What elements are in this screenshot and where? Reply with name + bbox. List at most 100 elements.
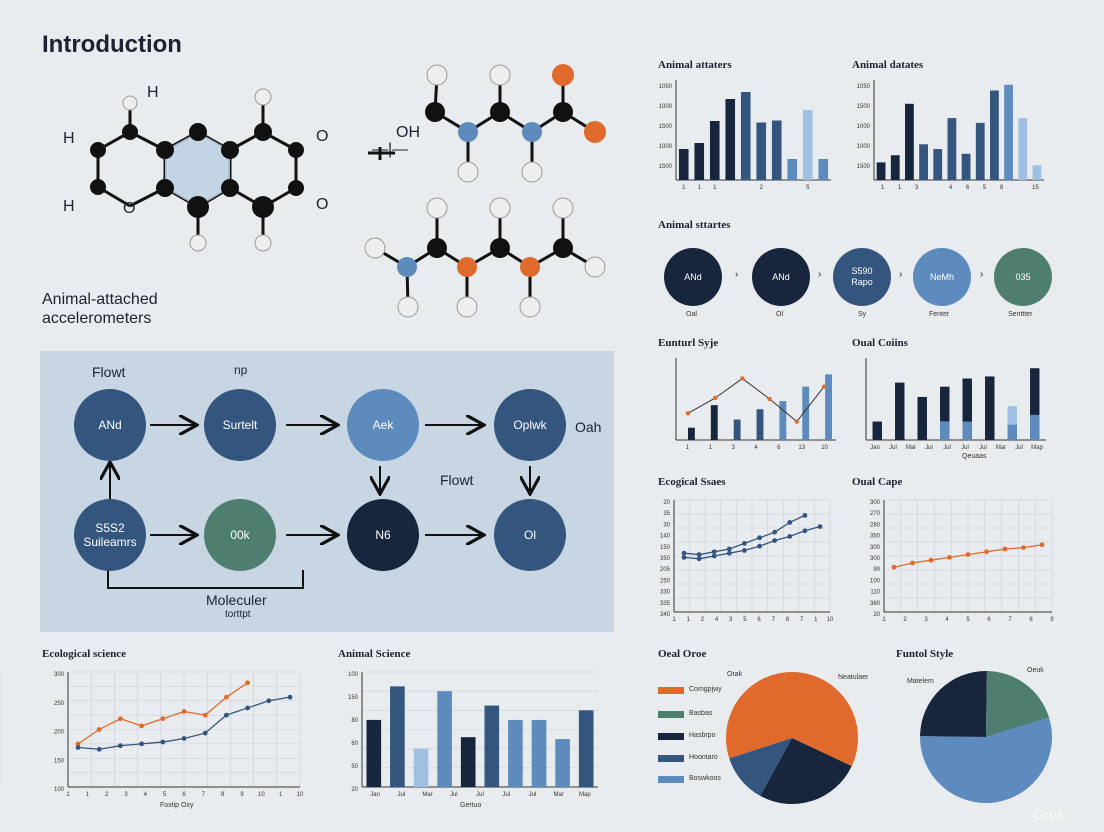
chart5-point (696, 556, 702, 562)
chart7-xtick: 6 (182, 792, 186, 798)
chart1-bar (678, 149, 689, 180)
chart4-xlabel: Qeuaas (962, 453, 987, 460)
chart7-xtick: 8 (221, 792, 225, 798)
chart5-xtick: 3 (729, 617, 733, 623)
chart4-bar-light (962, 421, 972, 440)
state-node-3: S590 Rapo (833, 248, 891, 306)
chart5-series-line (683, 525, 821, 560)
chart3-bar (802, 386, 810, 440)
chart5-xtick: 5 (743, 617, 747, 623)
state-sub-2: Ol (776, 311, 783, 318)
chart1-bar (756, 122, 767, 180)
chart5-ytick: 20 (663, 500, 670, 506)
chart1-bar (818, 159, 829, 180)
chart5-ytick: 35 (663, 511, 670, 517)
chart3-bar (756, 409, 764, 440)
pie-legend-label-1: Comgpjwy (689, 686, 722, 693)
chart6-point (984, 549, 989, 555)
pie-legend-label-3: Hasbrpo (689, 732, 716, 739)
chart8-xlabel: Gertuo (460, 802, 482, 809)
chart1-ytick: 1000 (659, 104, 673, 110)
chart3-line (687, 377, 825, 423)
chart5-ytick: 30 (663, 522, 670, 528)
chart3-bar (688, 427, 695, 440)
chart6-point (1021, 545, 1026, 550)
chart5-ytick: 250 (660, 578, 671, 584)
chart5-xtick: 1 (687, 617, 691, 623)
chart8-bar (484, 705, 500, 787)
chart4-xtick: Jul (943, 445, 951, 451)
chart5-ytick: 340 (660, 612, 671, 618)
chart4-title: Oual Coiins (852, 337, 908, 349)
chart2-title: Animal datates (852, 59, 924, 71)
subtitle-line-2: accelerometers (42, 310, 152, 327)
chart7-point (224, 712, 229, 718)
flow-top-label: Flowt (92, 364, 126, 380)
chart8-ytick: 20 (351, 787, 358, 793)
chart7-xtick: 5 (163, 792, 167, 798)
flow-node-1: ANd (74, 389, 146, 461)
chart8-ytick: 50 (351, 764, 358, 770)
chart8-xtick: Jan (370, 792, 380, 798)
chart5-xtick: 7 (800, 617, 804, 623)
flow-node-7: N6 (347, 499, 419, 571)
chart2-xtick: 6 (966, 185, 970, 191)
chart8-bar (413, 748, 429, 787)
chart3-bar (710, 405, 718, 440)
chart6-series-line (893, 544, 1043, 568)
watermark-text: Grok (1033, 806, 1064, 822)
chart6-point (1002, 546, 1008, 552)
chart5-xtick: 1 (814, 617, 818, 623)
flow-node-3: Aek (347, 389, 419, 461)
chart1-xtick: 2 (760, 185, 764, 191)
chart2-ytick: 1000 (857, 124, 871, 130)
chart5-point (802, 528, 808, 534)
chart2-bar (890, 155, 900, 180)
page-title: Introduction (42, 31, 182, 58)
chart8-title: Animal Science (338, 648, 411, 660)
chart2-xtick: 8 (1000, 185, 1004, 191)
chart5-point (681, 550, 687, 556)
chart3-point (685, 411, 691, 416)
chart5-xtick: 10 (827, 617, 834, 623)
chart8-xtick: Jul (450, 792, 458, 798)
chart6-ytick: 110 (870, 590, 880, 596)
chart9-slice (760, 738, 852, 805)
chart7-point (118, 716, 123, 722)
chart7-xtick: 4 (144, 792, 148, 798)
chart4-bar-light (940, 421, 950, 440)
chart4-xtick: Jul (961, 445, 969, 451)
chart3-bar (779, 401, 787, 440)
chart5-point (742, 541, 747, 546)
chart2-xtick: 1 (881, 185, 885, 191)
chart7-point (139, 741, 145, 747)
molecule-label-o-3: O (316, 196, 329, 213)
chart7-xtick: 10 (297, 792, 304, 798)
chart3-point (740, 376, 745, 381)
chart2-bar (990, 90, 999, 180)
molecule-label-o-1: O (123, 200, 136, 217)
chart1-bar (802, 110, 813, 180)
chart6-ytick: 300 (870, 545, 881, 551)
chart4-xtick: Jan (870, 445, 880, 451)
chart5-ytick: 140 (660, 534, 671, 540)
chart4-bar-light (1007, 424, 1017, 440)
chart1-xtick: 1 (713, 185, 717, 191)
chart6-xtick: 6 (987, 617, 991, 623)
chart3-point (821, 384, 827, 389)
pie1-label-1: Orak (727, 671, 743, 678)
chart5-xtick: 7 (772, 617, 776, 623)
molecule-label-dash: —|— (372, 141, 409, 158)
chart2-bar (1018, 118, 1028, 180)
chart1-bar (787, 159, 798, 180)
chart4-xtick: Map (1031, 445, 1043, 451)
flow-bottom-label: Moleculer (206, 592, 267, 608)
chart5-point (802, 513, 808, 518)
chart2-ytick: 1500 (857, 164, 871, 170)
chart1-ytick: 1500 (659, 164, 673, 170)
chart7-point (202, 712, 208, 718)
chart1-ytick: 1000 (659, 144, 673, 150)
pie1-label-2: Neatulaer (838, 674, 869, 681)
chart4-xtick: Mar (906, 445, 916, 451)
chart4-bar-dark (962, 378, 972, 440)
